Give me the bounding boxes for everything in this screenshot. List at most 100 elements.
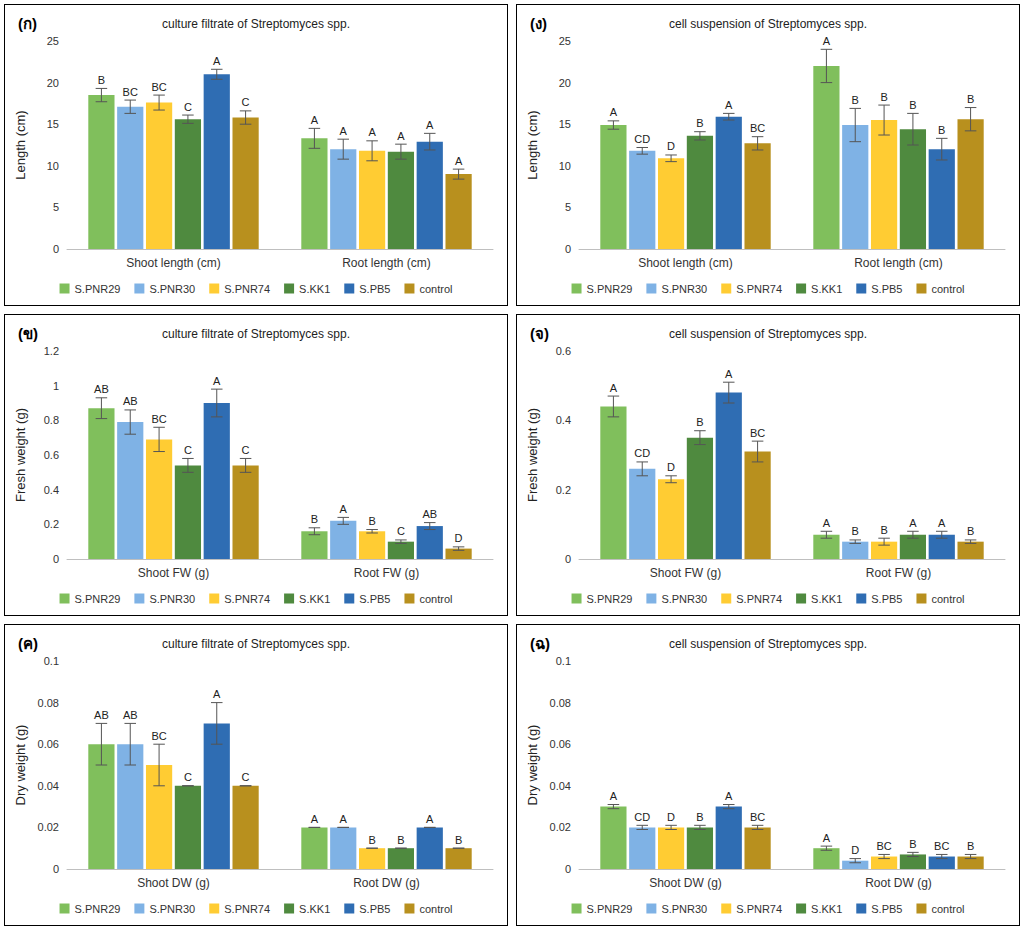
svg-text:culture filtrate of Streptomyc: culture filtrate of Streptomyces spp. <box>162 327 350 341</box>
svg-text:A: A <box>213 55 221 67</box>
svg-text:0.08: 0.08 <box>550 697 571 709</box>
svg-text:S.PB5: S.PB5 <box>871 283 902 295</box>
svg-text:0.02: 0.02 <box>550 821 571 833</box>
svg-text:A: A <box>725 368 733 380</box>
svg-text:control: control <box>931 283 964 295</box>
svg-text:S.PB5: S.PB5 <box>359 593 390 605</box>
svg-text:S.PNR29: S.PNR29 <box>587 283 633 295</box>
svg-text:5: 5 <box>53 201 59 213</box>
svg-text:C: C <box>242 444 250 456</box>
svg-text:Shoot length (cm): Shoot length (cm) <box>638 256 733 270</box>
svg-text:BC: BC <box>123 86 138 98</box>
svg-text:BC: BC <box>876 840 891 852</box>
svg-text:control: control <box>419 903 452 915</box>
svg-text:A: A <box>426 813 434 825</box>
svg-text:Fresh weight (g): Fresh weight (g) <box>13 408 28 502</box>
svg-text:15: 15 <box>559 118 571 130</box>
svg-text:0.1: 0.1 <box>556 655 571 667</box>
svg-text:Root FW (g): Root FW (g) <box>354 566 419 580</box>
svg-text:control: control <box>419 283 452 295</box>
svg-text:A: A <box>725 790 733 802</box>
svg-text:S.PNR30: S.PNR30 <box>661 283 707 295</box>
svg-text:15: 15 <box>47 118 59 130</box>
svg-text:S.PNR29: S.PNR29 <box>75 283 121 295</box>
svg-text:B: B <box>967 93 974 105</box>
svg-text:20: 20 <box>47 77 59 89</box>
svg-text:A: A <box>823 517 831 529</box>
svg-text:S.PB5: S.PB5 <box>359 283 390 295</box>
svg-text:A: A <box>938 517 946 529</box>
svg-text:S.PB5: S.PB5 <box>359 903 390 915</box>
svg-text:S.PNR30: S.PNR30 <box>149 593 195 605</box>
svg-text:C: C <box>397 525 405 537</box>
svg-text:0.8: 0.8 <box>44 414 59 426</box>
svg-text:B: B <box>909 838 916 850</box>
svg-text:S.PNR74: S.PNR74 <box>224 593 270 605</box>
svg-text:B: B <box>852 525 859 537</box>
svg-text:A: A <box>823 35 831 47</box>
svg-text:BC: BC <box>151 730 166 742</box>
svg-text:B: B <box>397 834 404 846</box>
svg-text:A: A <box>340 503 348 515</box>
svg-text:0.04: 0.04 <box>38 780 59 792</box>
svg-text:0.1: 0.1 <box>44 655 59 667</box>
svg-text:A: A <box>311 114 319 126</box>
svg-text:B: B <box>368 834 375 846</box>
svg-text:CD: CD <box>634 133 650 145</box>
svg-text:control: control <box>419 593 452 605</box>
svg-text:0.04: 0.04 <box>550 780 571 792</box>
svg-text:B: B <box>696 117 703 129</box>
svg-text:S.PNR74: S.PNR74 <box>736 283 782 295</box>
svg-text:0.08: 0.08 <box>38 697 59 709</box>
svg-text:A: A <box>340 813 348 825</box>
svg-text:S.KK1: S.KK1 <box>811 903 842 915</box>
svg-text:S.PNR29: S.PNR29 <box>75 593 121 605</box>
svg-text:Fresh weight (g): Fresh weight (g) <box>525 408 540 502</box>
svg-text:Shoot length (cm): Shoot length (cm) <box>126 256 221 270</box>
svg-text:Length (cm): Length (cm) <box>13 110 28 179</box>
svg-text:C: C <box>184 444 192 456</box>
svg-text:S.PNR30: S.PNR30 <box>149 283 195 295</box>
svg-text:AB: AB <box>123 395 138 407</box>
svg-text:0.2: 0.2 <box>44 518 59 530</box>
svg-text:5: 5 <box>565 201 571 213</box>
svg-text:0: 0 <box>53 553 59 565</box>
svg-text:S.PNR29: S.PNR29 <box>587 593 633 605</box>
svg-text:S.PNR74: S.PNR74 <box>224 283 270 295</box>
svg-text:10: 10 <box>559 160 571 172</box>
svg-text:Dry weight (g): Dry weight (g) <box>13 725 28 806</box>
svg-text:0: 0 <box>565 863 571 875</box>
svg-text:S.KK1: S.KK1 <box>299 283 330 295</box>
svg-text:culture filtrate of Streptomyc: culture filtrate of Streptomyces spp. <box>162 637 350 651</box>
svg-text:A: A <box>610 106 618 118</box>
svg-text:A: A <box>725 99 733 111</box>
svg-text:10: 10 <box>47 160 59 172</box>
svg-text:A: A <box>426 119 434 131</box>
svg-text:cell suspension of Streptomyce: cell suspension of Streptomyces spp. <box>669 327 867 341</box>
svg-text:0: 0 <box>565 553 571 565</box>
svg-text:B: B <box>880 91 887 103</box>
svg-text:Shoot DW (g): Shoot DW (g) <box>649 876 722 890</box>
svg-text:S.KK1: S.KK1 <box>299 593 330 605</box>
svg-text:AB: AB <box>422 508 437 520</box>
svg-text:S.PB5: S.PB5 <box>871 593 902 605</box>
svg-text:B: B <box>938 124 945 136</box>
svg-text:C: C <box>184 771 192 783</box>
svg-text:BC: BC <box>750 122 765 134</box>
svg-text:B: B <box>98 74 105 86</box>
svg-text:A: A <box>455 155 463 167</box>
svg-text:B: B <box>967 525 974 537</box>
svg-text:1.2: 1.2 <box>44 345 59 357</box>
svg-text:(ฉ): (ฉ) <box>530 635 550 652</box>
svg-text:S.PNR30: S.PNR30 <box>661 903 707 915</box>
svg-text:Root FW (g): Root FW (g) <box>866 566 931 580</box>
svg-text:(ข): (ข) <box>18 325 38 342</box>
svg-text:S.KK1: S.KK1 <box>299 903 330 915</box>
svg-text:1: 1 <box>53 380 59 392</box>
svg-text:BC: BC <box>750 811 765 823</box>
svg-text:D: D <box>667 811 675 823</box>
svg-text:A: A <box>909 517 917 529</box>
svg-text:(ก): (ก) <box>18 15 37 32</box>
svg-text:A: A <box>213 688 221 700</box>
svg-text:Root length (cm): Root length (cm) <box>854 256 943 270</box>
